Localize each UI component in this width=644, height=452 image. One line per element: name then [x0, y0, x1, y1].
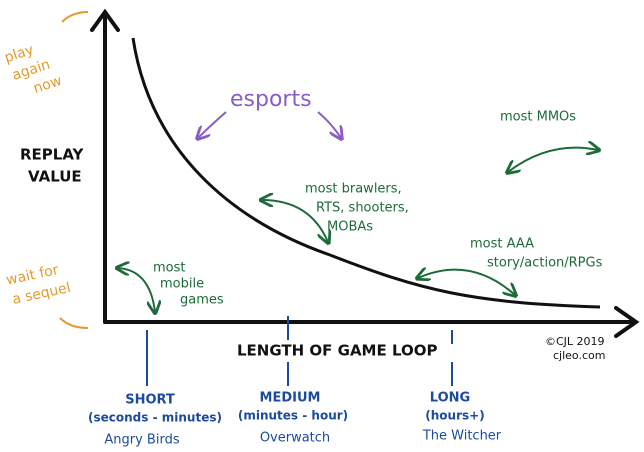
- group-example: Angry Birds: [104, 433, 179, 448]
- credit: ©CJL 2019: [545, 335, 605, 348]
- bracket: [59, 317, 89, 329]
- annotation: most brawlers,: [305, 182, 402, 197]
- y-axis: [90, 8, 120, 324]
- annotation: MOBAs: [327, 220, 373, 235]
- annotation: story/action/RPGs: [487, 256, 603, 271]
- axis-label: REPLAY: [20, 146, 85, 164]
- group-range: (hours+): [425, 409, 484, 423]
- top-label: play again now: [3, 42, 64, 97]
- annotation: most MMOs: [500, 110, 576, 125]
- annotation: RTS, shooters,: [316, 201, 409, 216]
- group-name: SHORT: [125, 393, 175, 408]
- curve: [131, 37, 601, 309]
- arrow: [262, 200, 328, 242]
- group-range: (seconds - minutes): [88, 411, 222, 425]
- bracket: [61, 11, 89, 23]
- group-example: Overwatch: [260, 431, 330, 446]
- annotation: most AAA: [470, 237, 534, 252]
- esports: esports: [230, 87, 312, 112]
- x-axis: [103, 306, 640, 338]
- group-name: MEDIUM: [260, 391, 321, 406]
- arrow: [317, 111, 341, 138]
- annotation: most: [153, 261, 186, 276]
- axes: [90, 8, 640, 338]
- group-example: The Witcher: [422, 429, 502, 444]
- arrow: [118, 268, 155, 312]
- credit: cjleo.com: [553, 349, 605, 362]
- arrow: [418, 270, 515, 295]
- annotation: mobile: [160, 277, 204, 292]
- group-range: (minutes - hour): [238, 409, 348, 423]
- axis-label: LENGTH OF GAME LOOP: [237, 342, 437, 360]
- arrow: [508, 148, 598, 172]
- group-name: LONG: [430, 391, 470, 406]
- axis-label: VALUE: [28, 168, 82, 186]
- annotation: games: [180, 293, 224, 308]
- bottom-label: wait for a sequel: [5, 262, 72, 308]
- ticks: [146, 316, 453, 386]
- arrow: [198, 111, 227, 138]
